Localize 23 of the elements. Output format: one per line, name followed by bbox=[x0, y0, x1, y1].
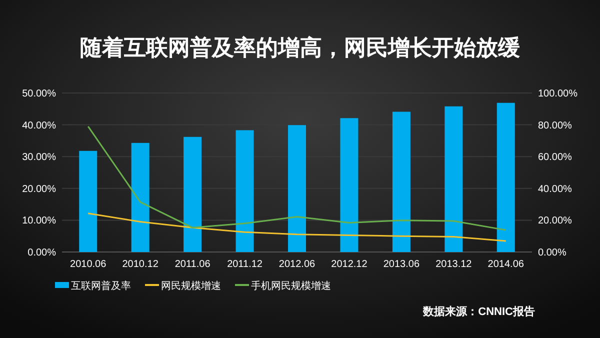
xtick: 2014.06 bbox=[488, 259, 524, 270]
y2tick: 0.00% bbox=[538, 248, 566, 258]
y2tick: 100.00% bbox=[538, 88, 578, 100]
xtick: 2013.12 bbox=[436, 259, 472, 270]
xtick: 2012.06 bbox=[278, 259, 316, 270]
xtick: 2010.06 bbox=[70, 259, 106, 270]
xtick: 2010.12 bbox=[122, 259, 158, 270]
ytick: 0.00% bbox=[28, 248, 56, 258]
xtick: 2013.06 bbox=[383, 259, 420, 270]
ytick: 20.00% bbox=[22, 184, 56, 195]
y2tick: 60.00% bbox=[538, 152, 572, 164]
xtick: 2012.12 bbox=[331, 259, 368, 270]
ytick: 40.00% bbox=[22, 120, 56, 132]
ytick: 10.00% bbox=[22, 216, 56, 227]
y2tick: 40.00% bbox=[538, 184, 572, 195]
y2tick: 80.00% bbox=[538, 120, 572, 132]
annotation: 数据来源：CNNIC报告 bbox=[423, 306, 535, 318]
xtick: 2011.12 bbox=[227, 259, 262, 270]
y2tick: 20.00% bbox=[538, 216, 572, 227]
xtick: 2011.06 bbox=[174, 259, 210, 270]
ytick: 30.00% bbox=[22, 152, 56, 164]
ytick: 50.00% bbox=[22, 88, 56, 100]
title: 随着互联网普及率的增高，网民增长开始放缓 bbox=[80, 35, 520, 60]
